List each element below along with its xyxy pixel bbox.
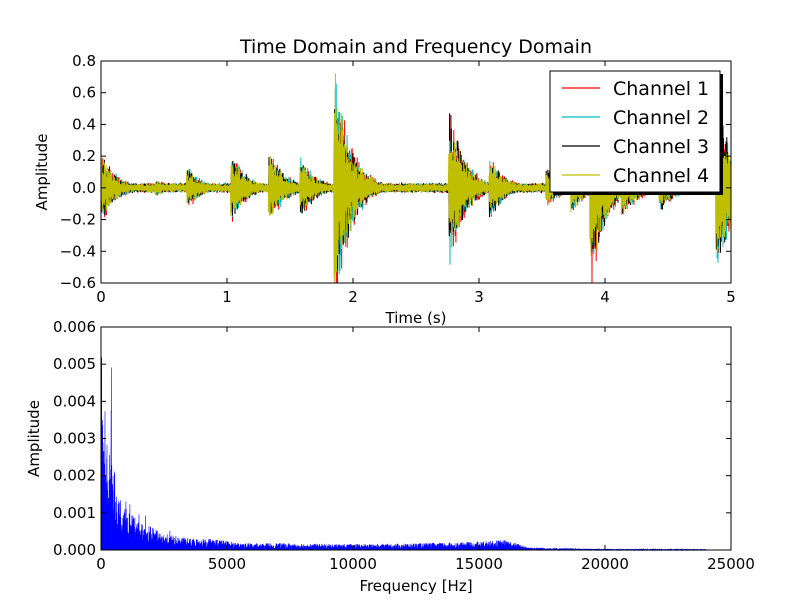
time-x-tick-label: 1 [222, 288, 232, 306]
time-x-tick-label: 4 [600, 288, 610, 306]
time-y-tick-label: 0.0 [72, 179, 96, 197]
time-y-tick-label: −0.4 [60, 242, 96, 260]
freq-x-tick-label: 20000 [581, 555, 629, 573]
legend-label: Channel 1 [613, 78, 709, 100]
y-axis-label-amplitude-top: Amplitude [33, 134, 51, 211]
legend-box [549, 70, 721, 193]
freq-y-tick-label: 0.003 [53, 430, 96, 448]
time-x-tick-label: 3 [474, 288, 484, 306]
frequency-domain-plot: 0 5000 10000 15000 20000 25000 0.000 0.001 0.002… [25, 318, 755, 595]
time-y-tick-label: −0.2 [60, 211, 96, 229]
freq-x-tick-label: 10000 [329, 555, 377, 573]
legend: Channel 1 Channel 2 Channel 3 Channel 4 [549, 70, 723, 195]
time-domain-axes-frame [100, 60, 732, 284]
x-axis-label-time: Time (s) [385, 309, 447, 327]
freq-y-tick-label: 0.006 [53, 318, 96, 336]
time-x-tick-label: 0 [96, 288, 106, 306]
time-y-tick-label: 0.8 [72, 52, 96, 70]
legend-label: Channel 3 [613, 136, 709, 158]
freq-x-tick-label: 5000 [208, 555, 246, 573]
freq-x-tick-label: 15000 [455, 555, 503, 573]
x-axis-label-frequency: Frequency [Hz] [359, 577, 472, 595]
time-x-tick-label: 2 [348, 288, 358, 306]
freq-x-tick-label: 0 [96, 555, 106, 573]
y-axis-label-amplitude-bottom: Amplitude [25, 400, 43, 477]
freq-y-tick-label: 0.001 [53, 504, 96, 522]
time-domain-plot: Time Domain and Frequency Domain 0 1 2 3 4 5 −… [33, 36, 736, 327]
chart-title: Time Domain and Frequency Domain [239, 36, 592, 58]
time-y-tick-label: 0.2 [72, 147, 96, 165]
legend-label: Channel 2 [613, 107, 709, 129]
time-y-tick-label: 0.6 [72, 84, 96, 102]
time-y-tick-label: 0.4 [72, 115, 96, 133]
legend-label: Channel 4 [613, 165, 709, 187]
freq-y-tick-label: 0.000 [53, 541, 96, 559]
freq-y-tick-label: 0.005 [53, 355, 96, 373]
time-domain-ticks: 0 1 2 3 4 5 −0.6 −0.4 −0.2 0.0 0.2 0.4 0.6 0.8 [60, 52, 736, 306]
freq-x-tick-label: 25000 [707, 555, 755, 573]
freq-y-tick-label: 0.002 [53, 467, 96, 485]
frequency-domain-ticks: 0 5000 10000 15000 20000 25000 0.000 0.001 0.002… [53, 318, 755, 573]
time-y-tick-label: −0.6 [60, 274, 96, 292]
time-x-tick-label: 5 [726, 288, 736, 306]
freq-y-tick-label: 0.004 [53, 392, 96, 410]
legend-entries: Channel 1 Channel 2 Channel 3 Channel 4 [562, 78, 709, 187]
